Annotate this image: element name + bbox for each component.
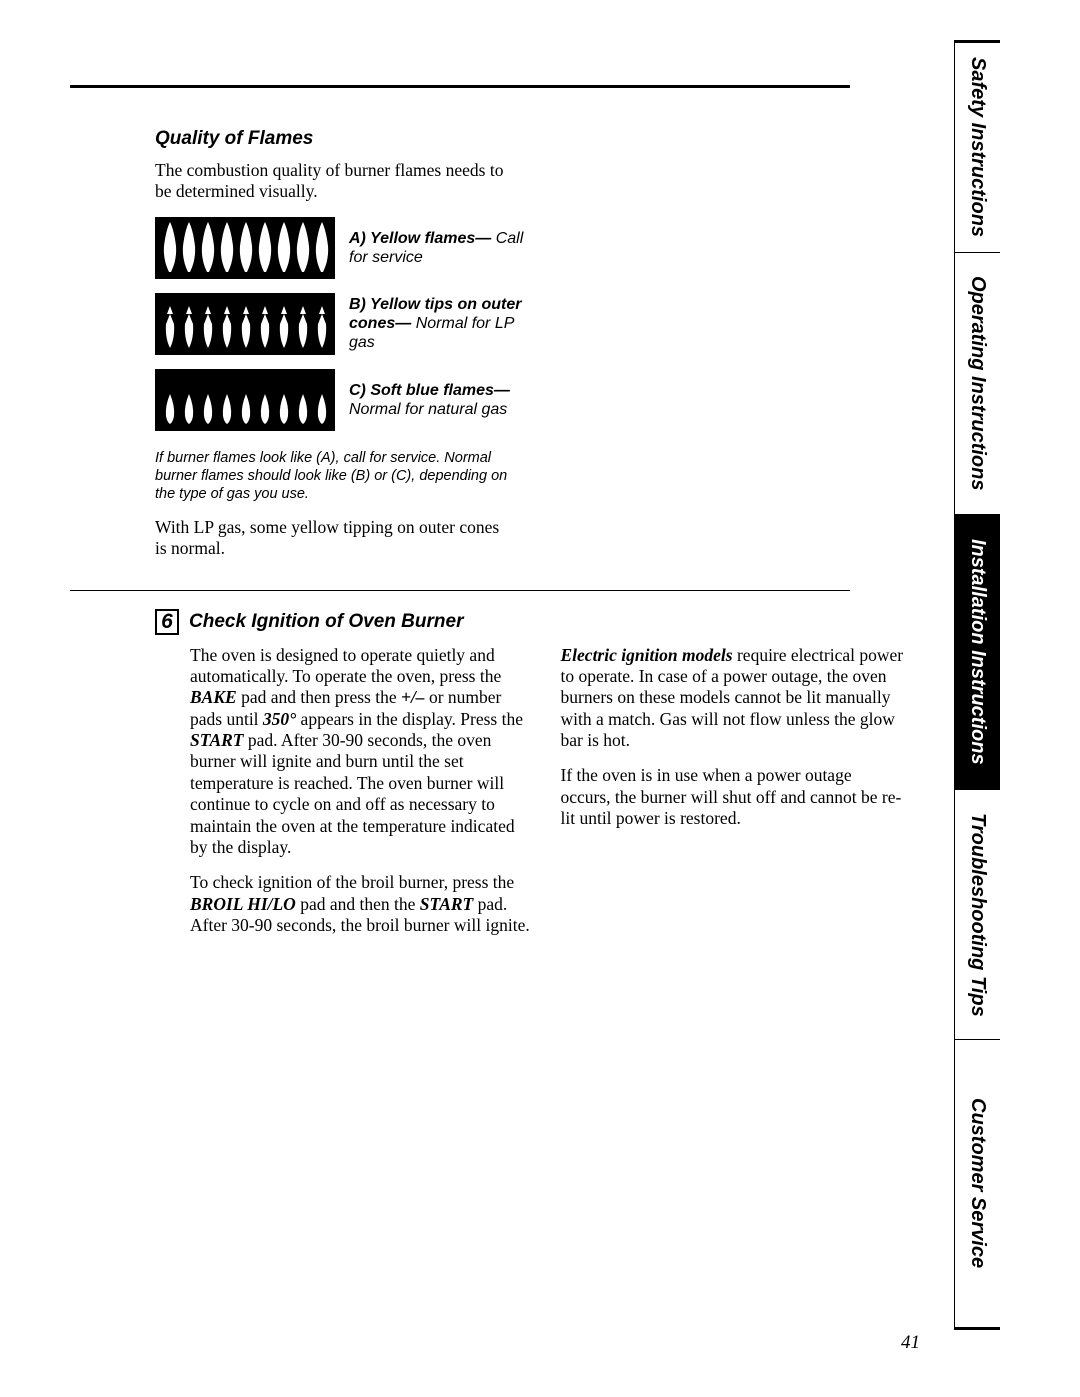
- page-number: 41: [901, 1332, 920, 1354]
- flame-c-label: C) Soft blue flames— Normal for natural g…: [349, 381, 524, 419]
- tab-safety: Safety Instructions: [955, 43, 1000, 253]
- start2-bold: START: [420, 894, 474, 914]
- flame-caption: If burner flames look like (A), call for…: [155, 449, 515, 503]
- section-tabs: Safety Instructions Operating Instructio…: [954, 40, 1000, 1330]
- flame-b-label: B) Yellow tips on outer cones— Normal fo…: [349, 295, 524, 353]
- lp-note: With LP gas, some yellow tipping on oute…: [155, 517, 515, 560]
- step6-c2p2: If the oven is in use when a power outag…: [561, 765, 906, 829]
- t: To check ignition of the broil burner, p…: [190, 872, 514, 892]
- page: Safety Instructions Operating Instructio…: [70, 40, 1000, 1360]
- tab-installation: Installation Instructions: [955, 515, 1000, 790]
- step6-p2: To check ignition of the broil burner, p…: [190, 872, 535, 936]
- broil-bold: BROIL HI/LO: [190, 894, 296, 914]
- flame-illustration-a: [155, 217, 335, 279]
- step6-col1: The oven is designed to operate quietly …: [190, 645, 535, 950]
- electric-bold: Electric ignition models: [561, 645, 733, 665]
- bake-bold: BAKE: [190, 687, 237, 707]
- step6-col2: Electric ignition models require electri…: [561, 645, 906, 950]
- t: pad and then press the: [237, 687, 401, 707]
- step6-columns: The oven is designed to operate quietly …: [190, 645, 905, 950]
- plusminus-bold: +/–: [401, 687, 425, 707]
- flame-row-a: A) Yellow flames— Call for service: [155, 217, 850, 279]
- step6-number: 6: [155, 609, 179, 635]
- tab-troubleshooting: Troubleshooting Tips: [955, 790, 1000, 1040]
- step6-heading: Check Ignition of Oven Burner: [189, 611, 463, 633]
- flame-c-text: Normal for natural gas: [349, 401, 507, 418]
- tab-customer-service: Customer Service: [955, 1040, 1000, 1327]
- step6-header: 6 Check Ignition of Oven Burner: [155, 609, 925, 635]
- section-divider: [70, 590, 850, 591]
- t: pad and then the: [296, 894, 420, 914]
- quality-of-flames-section: Quality of Flames The combustion quality…: [155, 128, 850, 560]
- step6-c2p1: Electric ignition models require electri…: [561, 645, 906, 752]
- flame-c-bold: C) Soft blue flames—: [349, 382, 510, 399]
- flame-a-label: A) Yellow flames— Call for service: [349, 229, 524, 267]
- flame-row-c: C) Soft blue flames— Normal for natural g…: [155, 369, 850, 431]
- quality-heading: Quality of Flames: [155, 128, 850, 150]
- tab-operating: Operating Instructions: [955, 253, 1000, 515]
- quality-intro: The combustion quality of burner flames …: [155, 160, 515, 203]
- flame-illustration-b: [155, 293, 335, 355]
- main-content: Quality of Flames The combustion quality…: [70, 85, 925, 950]
- temp-bold: 350°: [263, 709, 296, 729]
- t: appears in the display. Press the: [296, 709, 523, 729]
- start-bold: START: [190, 730, 244, 750]
- flame-a-bold: A) Yellow flames—: [349, 230, 491, 247]
- t: The oven is designed to operate quietly …: [190, 645, 501, 686]
- step6-p1: The oven is designed to operate quietly …: [190, 645, 535, 858]
- flame-illustration-c: [155, 369, 335, 431]
- top-rule: [70, 85, 850, 88]
- flame-row-b: B) Yellow tips on outer cones— Normal fo…: [155, 293, 850, 355]
